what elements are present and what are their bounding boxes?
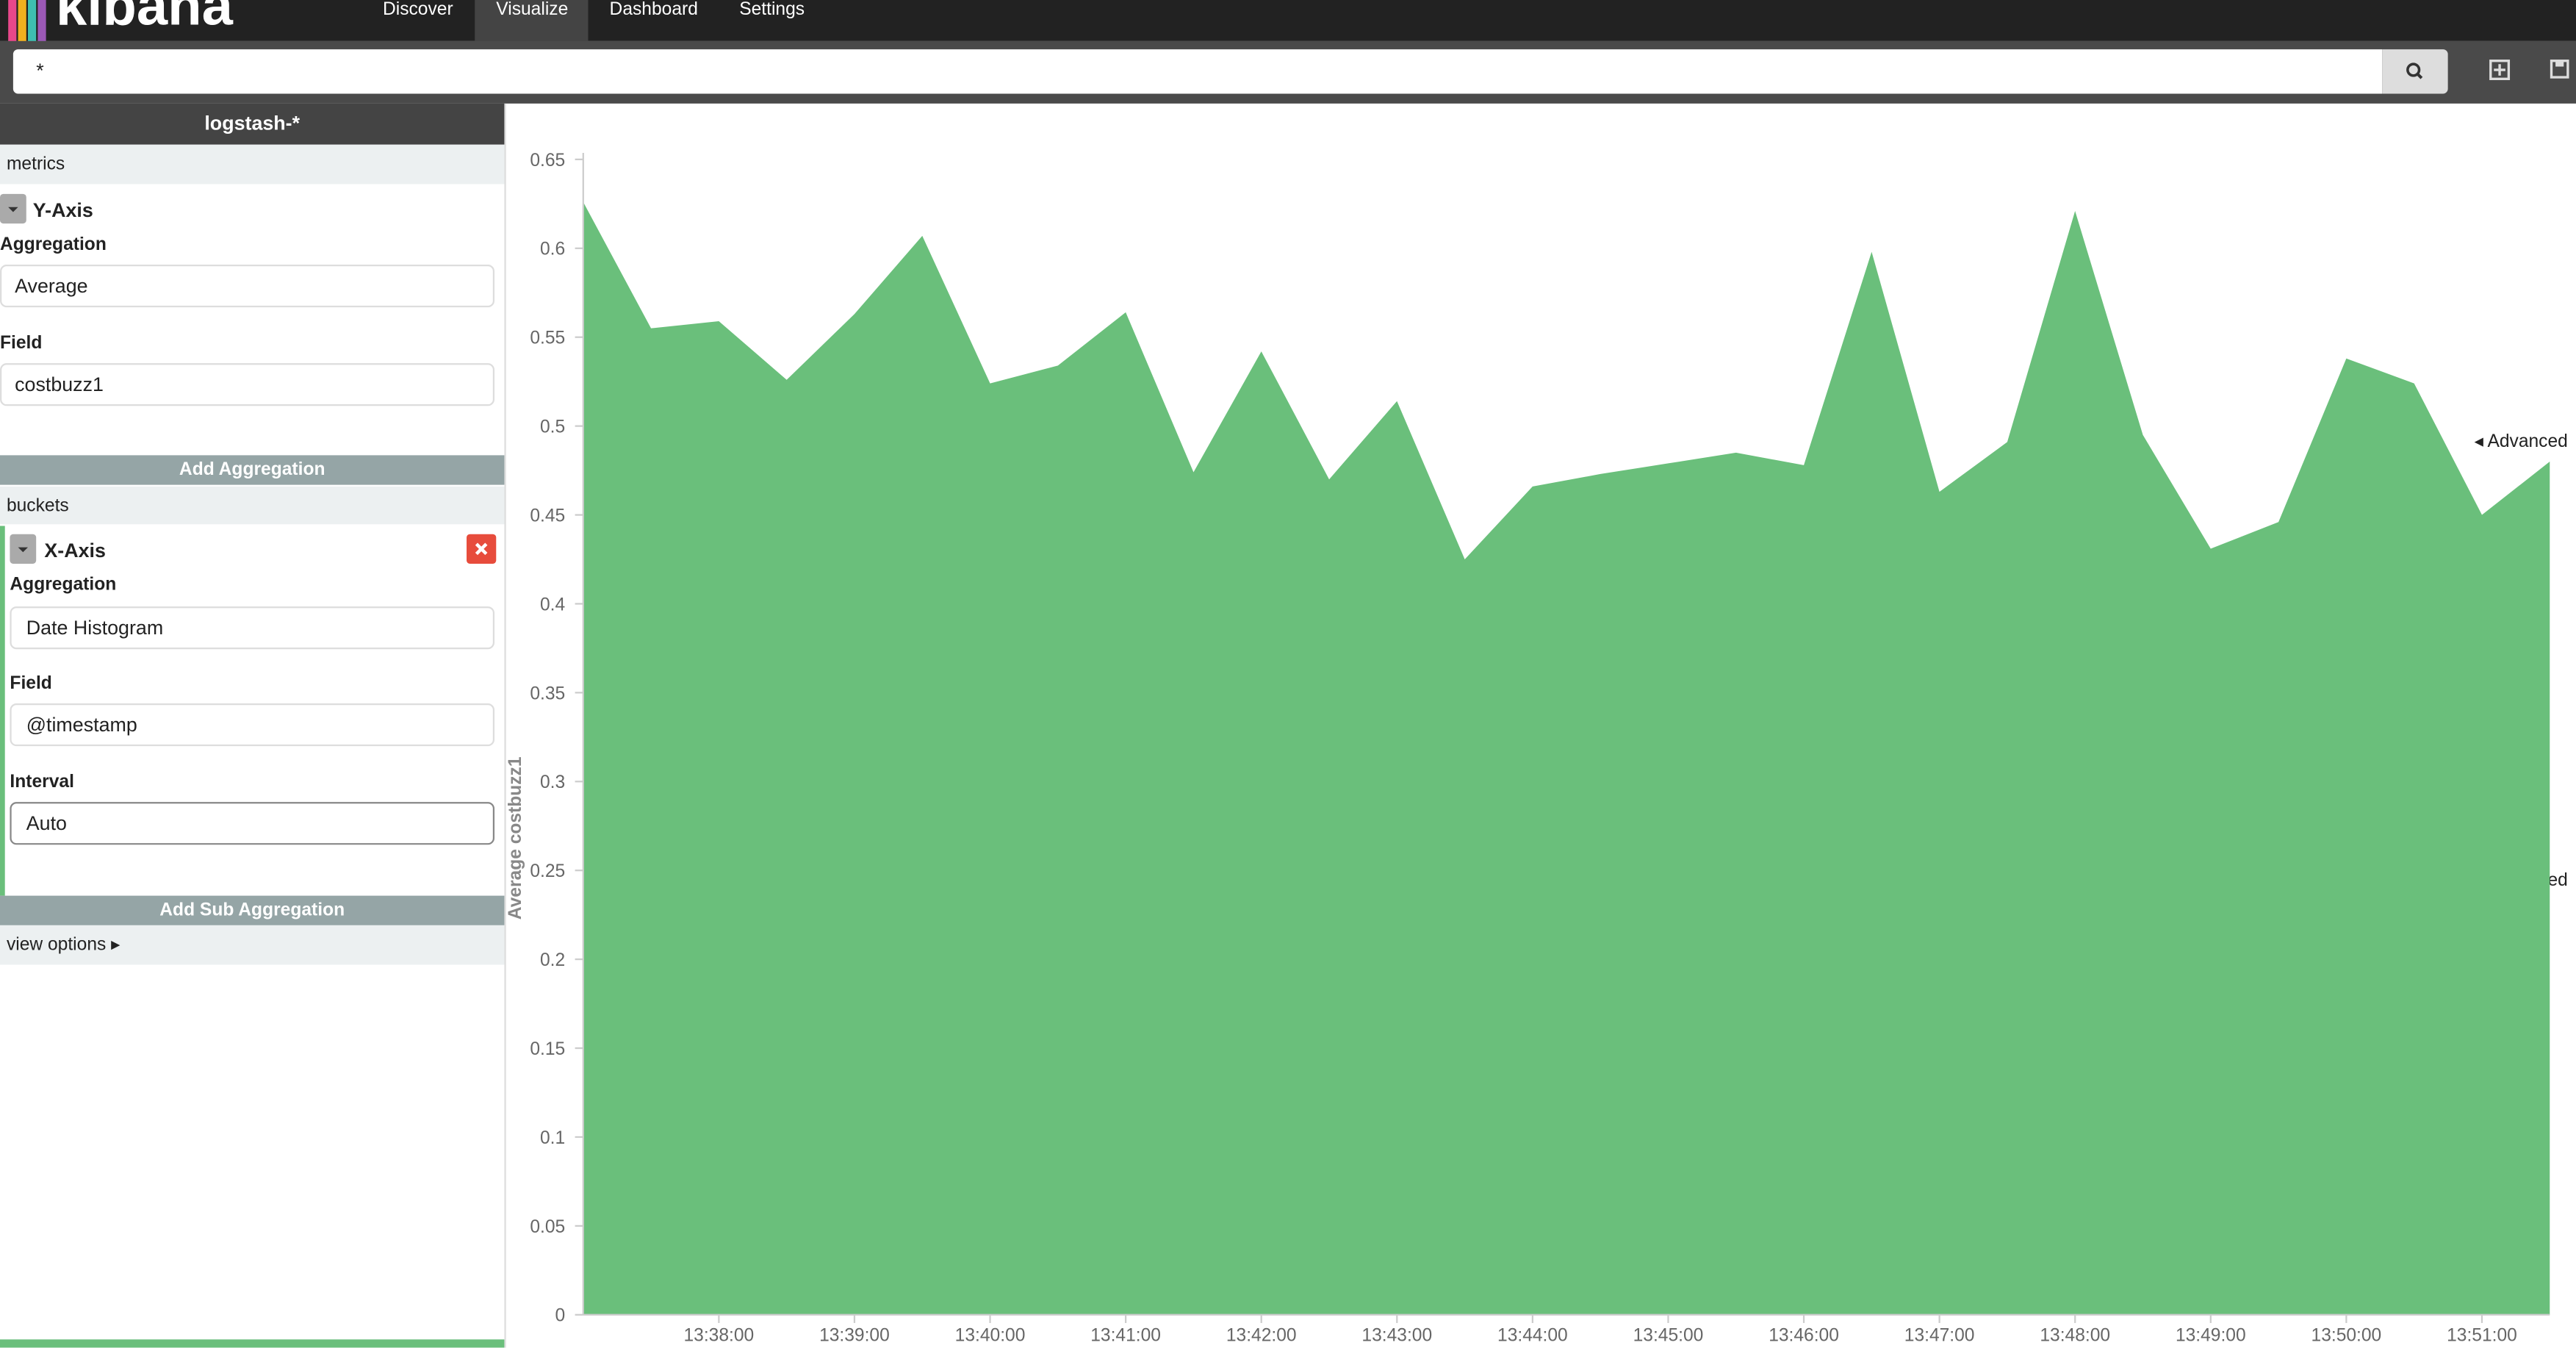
add-sub-aggregation[interactable]: Add Sub Aggregation (0, 895, 505, 925)
search-button[interactable] (2382, 49, 2448, 94)
y-tick-label: 0.55 (530, 329, 565, 348)
chart: Average costbuzz1 0 0.05 0.1 0.15 0.2 0.25 0.3… (506, 151, 2550, 1346)
x-tick-label: 13:51:00 (2447, 1326, 2517, 1346)
bucket-indicator (0, 526, 5, 896)
y-tick-label: 0.3 (540, 772, 565, 792)
link-text: Advanced (2487, 432, 2568, 452)
y-tick-label: 0.1 (540, 1128, 565, 1148)
nav-bar: kibana Discover Visualize Dashboard Sett… (0, 0, 2576, 41)
y-tick-label: 0.35 (530, 684, 565, 703)
x-tick-label: 13:43:00 (1361, 1326, 1432, 1346)
field-label: Field (10, 673, 52, 694)
x-tick-label: 13:40:00 (955, 1326, 1026, 1346)
select[interactable]: Average (0, 264, 495, 308)
field-label: Field (0, 333, 43, 354)
y-tick-label: 0.45 (530, 506, 565, 526)
area (583, 201, 2550, 1315)
chart-panel (504, 103, 2576, 1348)
select[interactable]: @timestamp (10, 703, 495, 747)
y-tick-label: 0.5 (540, 417, 565, 437)
x-tick-label: 13:48:00 (2040, 1326, 2110, 1346)
y-tick-label: 0.25 (530, 861, 565, 881)
section-label: buckets (0, 486, 505, 525)
select-value: Date Histogram (26, 616, 164, 639)
logo-stripe (28, 0, 37, 41)
y-tick-label: 0.65 (530, 151, 565, 171)
y-tick-label: 0.05 (530, 1217, 565, 1237)
search-input[interactable]: * (12, 49, 2383, 94)
field-label: Aggregation (10, 575, 117, 595)
x-tick-label: 13:39:00 (819, 1326, 890, 1346)
new-icon[interactable] (2489, 59, 2512, 82)
y-tick-label: 0 (555, 1306, 566, 1326)
select-value: Auto (26, 811, 67, 835)
x-tick-label: 13:50:00 (2311, 1326, 2382, 1346)
index-header: logstash-* (0, 103, 505, 145)
close-icon (475, 542, 488, 556)
logo: kibana (56, 0, 233, 38)
search-icon (2406, 62, 2423, 79)
agg-title: Y-Axis (32, 198, 93, 222)
link-text: view options (6, 935, 107, 956)
caret (18, 547, 29, 553)
x-tick-label: 13:46:00 (1769, 1326, 1839, 1346)
y-tick-label: 0.6 (540, 240, 565, 259)
select[interactable]: Date Histogram (10, 606, 495, 650)
nav-tab[interactable]: Settings (739, 0, 805, 20)
x-tick-label: 13:38:00 (684, 1326, 755, 1346)
logo-stripe (37, 0, 46, 41)
remove-button[interactable] (467, 534, 497, 564)
save-icon[interactable] (2550, 59, 2572, 82)
nav-tab[interactable]: Visualize (475, 0, 589, 41)
button-text: Add Sub Aggregation (159, 900, 345, 921)
select-value: Average (15, 274, 88, 298)
toggle[interactable] (0, 193, 26, 224)
nav-tab[interactable]: Discover (382, 0, 453, 20)
x-tick-label: 13:41:00 (1090, 1326, 1161, 1346)
caret (8, 207, 18, 212)
logo-stripe (18, 0, 26, 41)
x-tick-label: 13:45:00 (1633, 1326, 1704, 1346)
x-tick-label: 13:47:00 (1904, 1326, 1975, 1346)
button-text: Add Aggregation (179, 460, 325, 480)
section-label: metrics (0, 144, 505, 184)
select-value: @timestamp (26, 713, 137, 736)
logo-stripe (8, 0, 17, 41)
y-axis-label: Average costbuzz1 (506, 756, 525, 919)
toggle[interactable] (10, 534, 37, 564)
add-aggregation[interactable]: Add Aggregation (0, 455, 505, 485)
y-tick-label: 0.4 (540, 595, 565, 614)
agg-title: X-Axis (44, 539, 106, 562)
query: * (36, 59, 44, 82)
y-tick-label: 0.2 (540, 950, 565, 970)
advanced-link[interactable]: ◂ Advanced (2474, 432, 2568, 452)
select[interactable]: costbuzz1 (0, 363, 495, 406)
x-tick-label: 13:49:00 (2176, 1326, 2246, 1346)
select[interactable]: Auto (10, 802, 495, 845)
x-tick-label: 13:44:00 (1497, 1326, 1568, 1346)
x-tick-label: 13:42:00 (1226, 1326, 1297, 1346)
select-value: costbuzz1 (15, 373, 104, 396)
field-label: Interval (10, 772, 74, 792)
view-options[interactable]: view options ▸ (0, 925, 505, 965)
nav-tab[interactable]: Dashboard (609, 0, 698, 20)
bottom-indicator (0, 1339, 505, 1348)
field-label: Aggregation (0, 234, 107, 255)
y-tick-label: 0.15 (530, 1039, 565, 1059)
